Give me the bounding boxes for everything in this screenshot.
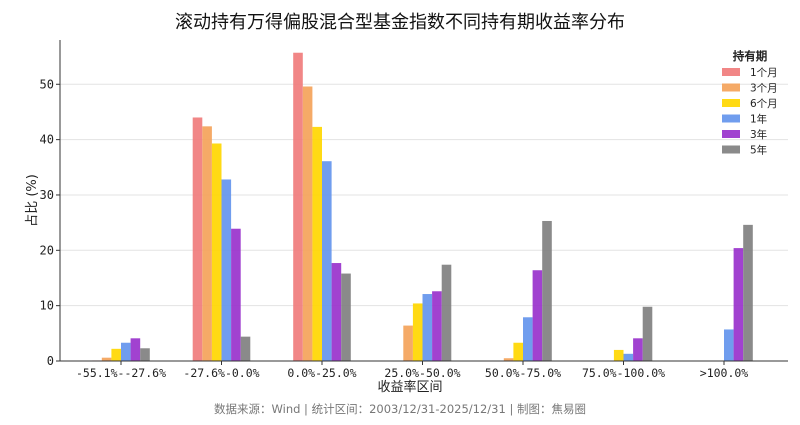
y-tick-label: 30	[40, 188, 54, 202]
bar	[432, 291, 442, 361]
bar	[623, 353, 634, 361]
bar	[302, 86, 313, 361]
bar	[312, 126, 322, 361]
bar	[221, 179, 232, 361]
bar	[642, 306, 653, 361]
y-tick-label: 20	[40, 243, 54, 257]
legend-swatch	[722, 68, 740, 76]
bar	[111, 348, 121, 361]
legend: 持有期 1个月 3个月 6个月 1年 3年 5年	[722, 49, 778, 157]
legend-swatch	[722, 130, 740, 138]
x-tick-label: 50.0%-75.0%	[485, 366, 561, 380]
bar	[140, 348, 150, 361]
bar	[331, 263, 342, 361]
bar	[743, 224, 753, 361]
bar	[192, 117, 203, 361]
bar	[231, 228, 241, 361]
legend-label: 1年	[750, 113, 767, 126]
x-tick-label: -55.1%--27.6%	[76, 366, 166, 380]
y-tick-label: 40	[40, 133, 54, 147]
bar	[542, 220, 552, 361]
bar	[101, 357, 112, 361]
legend-swatch	[722, 83, 740, 92]
bar	[412, 303, 423, 361]
bar	[724, 329, 734, 361]
legend-label: 3年	[750, 128, 767, 141]
y-tick-label: 0	[47, 354, 54, 368]
axes: 0 10 20 30 40 50 -55.1%--27.6% -27.6%-0.0% 0.0%-…	[40, 40, 788, 380]
legend-swatch	[722, 99, 740, 107]
x-tick-label: -27.6%-0.0%	[183, 366, 259, 380]
bar	[211, 143, 222, 361]
bar	[633, 338, 643, 361]
footer-note: 数据来源：Wind | 统计区间：2003/12/31-2025/12/31 |…	[214, 402, 586, 416]
legend-label: 1个月	[750, 67, 778, 79]
legend-swatch	[722, 114, 740, 123]
y-tick-label: 50	[40, 77, 54, 91]
chart-title: 滚动持有万得偏股混合型基金指数不同持有期收益率分布	[175, 12, 625, 33]
bar	[523, 317, 533, 361]
legend-swatch	[722, 145, 740, 154]
bar	[341, 273, 351, 361]
legend-label: 3个月	[750, 83, 778, 95]
x-axis-label: 收益率区间	[377, 379, 442, 395]
bars	[92, 52, 753, 362]
x-tick-label: 75.0%-100.0%	[582, 366, 665, 380]
bar	[613, 349, 624, 361]
bar	[202, 126, 212, 362]
bar	[513, 342, 523, 361]
bar	[503, 358, 514, 361]
bar	[441, 264, 452, 361]
bar	[240, 336, 251, 361]
bar	[293, 52, 303, 361]
x-tick-label: >100.0%	[700, 366, 749, 380]
bar	[322, 161, 332, 361]
legend-label: 5年	[750, 144, 767, 157]
legend-label: 6个月	[750, 98, 778, 110]
bar	[130, 338, 141, 361]
x-tick-label: 25.0%-50.0%	[384, 366, 460, 380]
x-tick-label: 0.0%-25.0%	[287, 366, 356, 380]
bar	[121, 342, 131, 361]
y-axis-label: 占比 (%)	[25, 174, 40, 227]
bar	[422, 294, 433, 361]
bar	[403, 325, 413, 361]
bar	[532, 270, 543, 361]
bar	[733, 248, 744, 361]
legend-title: 持有期	[733, 49, 768, 63]
y-tick-label: 10	[40, 299, 54, 313]
